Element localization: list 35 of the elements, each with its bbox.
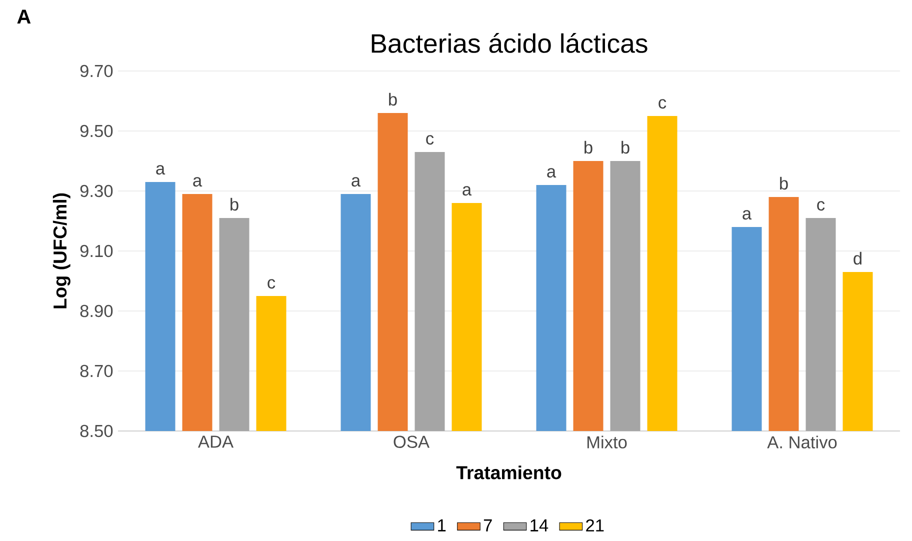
legend-label: 1 [438,519,446,532]
y-axis-title: Log (UFC/ml) [52,193,70,308]
x-tick-label: A. Nativo [767,436,837,448]
x-tick-label: OSA [394,436,430,448]
text: A [17,10,31,24]
data-label: a [547,168,556,178]
data-label: d [854,252,862,265]
data-label: b [584,140,592,154]
y-tick-label: 9.30 [80,184,113,198]
data-label: a [352,177,361,187]
y-tick-label: 8.90 [80,304,113,318]
y-tick-label: 8.50 [80,424,113,438]
y-tick-label: 8.70 [80,364,113,378]
y-tick-label: 9.70 [80,64,113,78]
data-label: c [426,135,434,145]
x-tick-label: Mixto [587,436,627,448]
data-label: b [780,176,788,190]
data-label: c [817,201,825,211]
data-label: b [230,198,238,211]
data-label: a [156,165,166,175]
data-label: a [742,210,752,220]
x-tick-label: ADA [198,436,234,448]
data-label: b [622,140,630,154]
y-tick-label: 9.10 [80,244,113,258]
data-label: b [389,92,397,106]
x-axis-title: Tratamiento [456,466,562,480]
y-tick-label: 9.50 [80,124,113,138]
legend-label: 21 [586,519,604,532]
data-label: c [658,99,666,109]
legend-label: 14 [530,519,548,532]
data-label: c [268,279,276,289]
chart-title: Bacterias ácido lácticas [372,33,648,53]
data-label: a [193,177,202,187]
legend-label: 7 [484,519,492,532]
data-label: a [462,186,472,196]
